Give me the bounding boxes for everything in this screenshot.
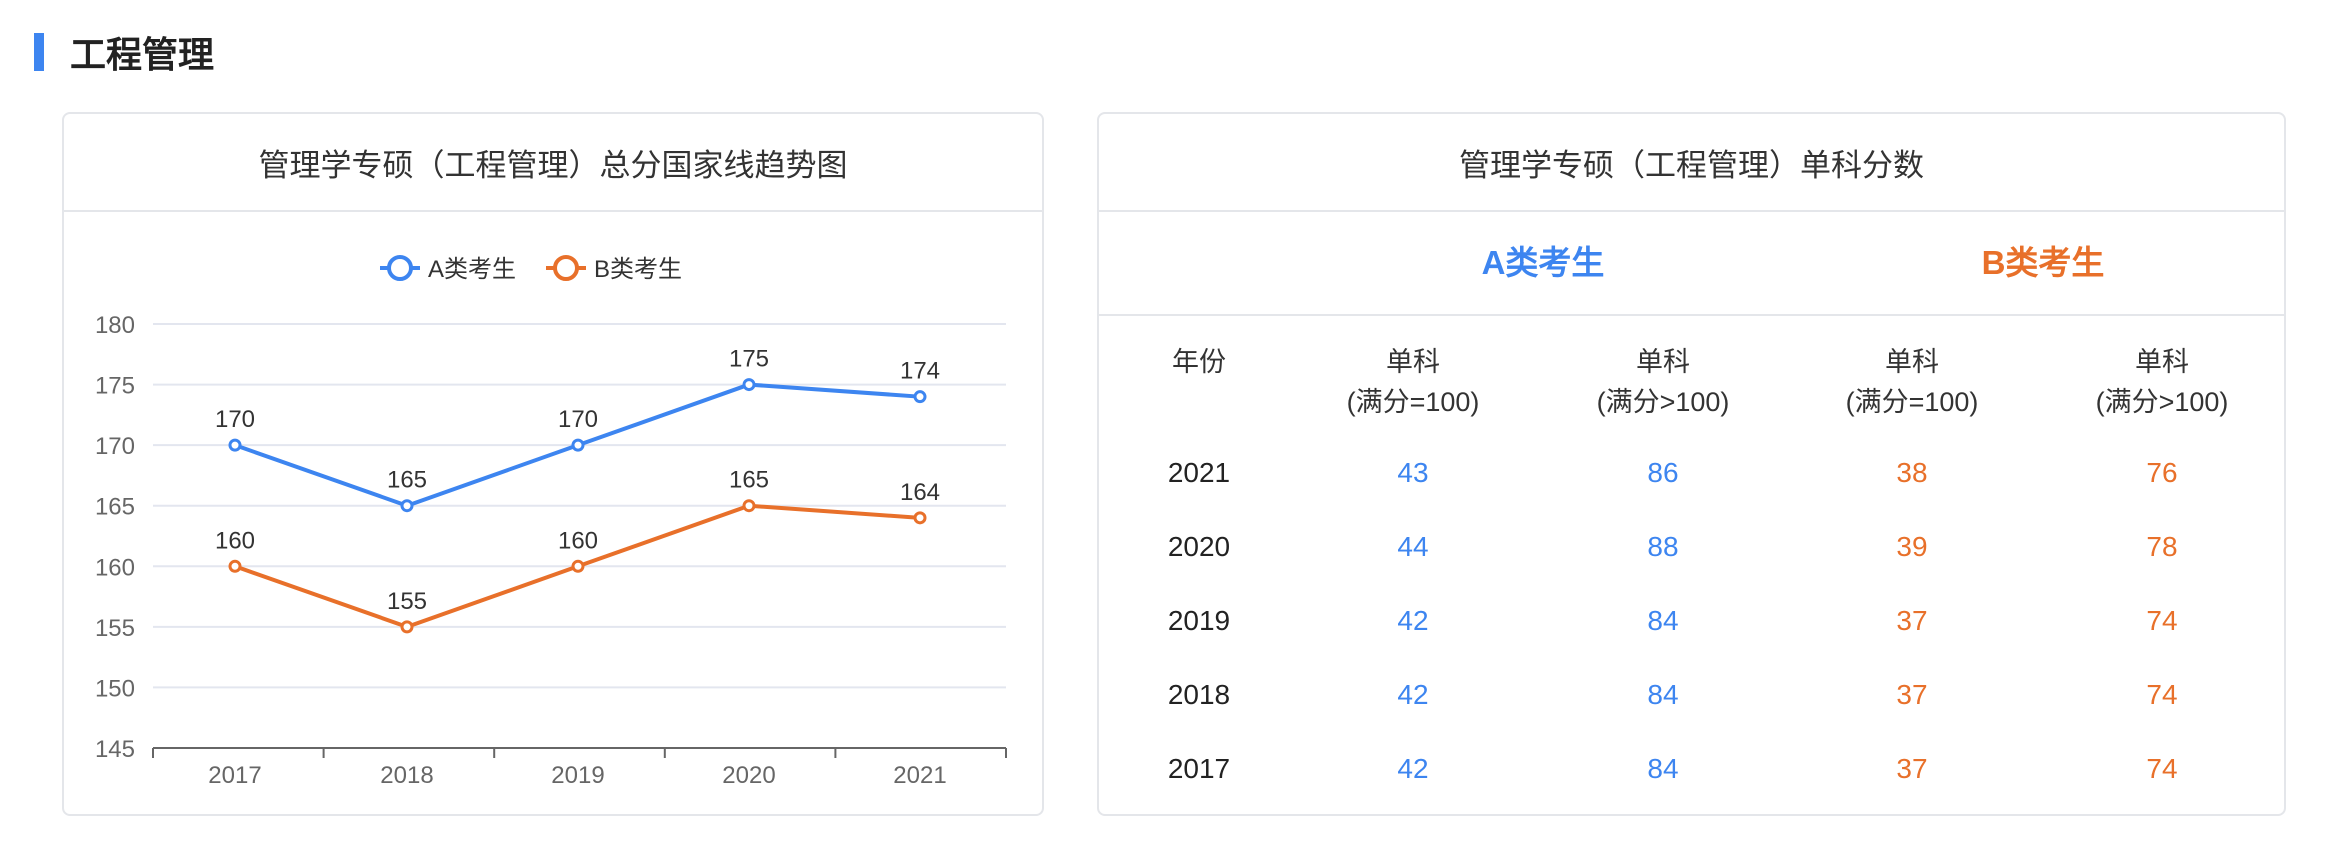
score-cell: 84 <box>1647 753 1679 784</box>
column-header: 单科 (满分>100) <box>1596 347 1730 417</box>
score-cell: 42 <box>1397 753 1429 784</box>
score-cell: 39 <box>1896 531 1928 562</box>
data-label: 170 <box>558 406 598 433</box>
year-cell: 2020 <box>1167 531 1231 562</box>
section-header: 工程管理 <box>34 32 214 75</box>
data-point <box>228 559 242 573</box>
score-cell: 74 <box>2146 605 2178 636</box>
y-tick-label: 170 <box>95 433 135 460</box>
year-cell: 2017 <box>1167 753 1231 784</box>
data-label: 174 <box>900 358 940 385</box>
score-cell: 76 <box>2146 457 2178 488</box>
data-point <box>742 378 756 392</box>
data-label: 165 <box>729 467 769 494</box>
table-row: 2019 42 84 37 74 <box>1099 584 2284 658</box>
data-point <box>913 511 927 525</box>
column-headers: 年份 单科 (满分=100) 单科 (满分>100) 单科 (满分=100) 单科 (满… <box>1099 316 2284 436</box>
section-accent-bar <box>34 33 44 71</box>
x-tick-label: 2021 <box>893 762 946 789</box>
table-row: 2017 42 84 37 74 <box>1099 732 2284 806</box>
table-card-title: 管理学专硕（工程管理）单科分数 <box>1099 114 2284 212</box>
score-cell: 44 <box>1397 531 1429 562</box>
column-header: 单科 (满分=100) <box>1845 347 1979 417</box>
score-cell: 74 <box>2146 753 2178 784</box>
data-label: 175 <box>729 346 769 373</box>
y-tick-label: 175 <box>95 373 135 400</box>
column-header: 单科 (满分=100) <box>1346 347 1480 417</box>
score-cell: 84 <box>1647 605 1679 636</box>
score-cell: 88 <box>1647 531 1679 562</box>
data-label: 164 <box>900 479 940 506</box>
x-tick-label: 2020 <box>722 762 775 789</box>
score-cell: 42 <box>1397 679 1429 710</box>
score-cell: 78 <box>2146 531 2178 562</box>
table-row: 2021 43 86 38 76 <box>1099 436 2284 510</box>
data-label: 155 <box>387 588 427 615</box>
data-label: 160 <box>558 527 598 554</box>
year-cell: 2019 <box>1167 605 1231 636</box>
data-point <box>228 438 242 452</box>
data-label: 165 <box>387 467 427 494</box>
group-b-label: B类考生 <box>1981 244 2105 281</box>
year-column-header: 年份 <box>1172 347 1226 377</box>
data-point <box>400 620 414 634</box>
y-tick-label: 160 <box>95 554 135 581</box>
score-cell: 43 <box>1397 457 1429 488</box>
section-title: 工程管理 <box>70 34 215 75</box>
score-cell: 84 <box>1647 679 1679 710</box>
year-cell: 2018 <box>1167 679 1231 710</box>
data-point <box>742 499 756 513</box>
y-tick-label: 150 <box>95 675 135 702</box>
legend-marker <box>387 255 413 281</box>
legend-label: B类考生 <box>594 256 682 283</box>
group-header-row: A类考生 B类考生 <box>1099 212 2284 316</box>
x-tick-label: 2019 <box>551 762 604 789</box>
data-label: 160 <box>215 527 255 554</box>
year-cell: 2021 <box>1167 457 1231 488</box>
data-point <box>400 499 414 513</box>
data-point <box>571 559 585 573</box>
y-tick-label: 180 <box>95 312 135 339</box>
score-cell: 37 <box>1896 679 1928 710</box>
table-row: 2020 44 88 39 78 <box>1099 510 2284 584</box>
chart-card: 管理学专硕（工程管理）总分国家线趋势图 145 150 155 160 165 170 17… <box>62 112 1044 816</box>
table-body: 2021 43 86 38 76 2020 44 88 39 78 2019 4… <box>1099 436 2284 806</box>
legend-label: A类考生 <box>428 256 516 283</box>
x-tick-label: 2017 <box>208 762 261 789</box>
score-cell: 42 <box>1397 605 1429 636</box>
y-tick-label: 145 <box>95 736 135 763</box>
table-card: 管理学专硕（工程管理）单科分数 A类考生 B类考生 年份 单科 (满分=100) … <box>1097 112 2286 816</box>
legend-marker <box>553 255 579 281</box>
group-a-label: A类考生 <box>1481 244 1605 281</box>
table-row: 2018 42 84 37 74 <box>1099 658 2284 732</box>
score-cell: 86 <box>1647 457 1679 488</box>
data-label: 170 <box>215 406 255 433</box>
score-cell: 38 <box>1896 457 1928 488</box>
score-cell: 74 <box>2146 679 2178 710</box>
column-header: 单科 (满分>100) <box>2095 347 2229 417</box>
y-tick-label: 165 <box>95 494 135 521</box>
data-point <box>571 438 585 452</box>
x-tick-label: 2018 <box>380 762 433 789</box>
line-chart: 145 150 155 160 165 170 175 180 2017 2018 2019 2020… <box>95 255 1007 789</box>
chart-card-title: 管理学专硕（工程管理）总分国家线趋势图 <box>64 114 1042 212</box>
score-cell: 37 <box>1896 605 1928 636</box>
data-point <box>913 390 927 404</box>
y-tick-label: 155 <box>95 615 135 642</box>
score-cell: 37 <box>1896 753 1928 784</box>
